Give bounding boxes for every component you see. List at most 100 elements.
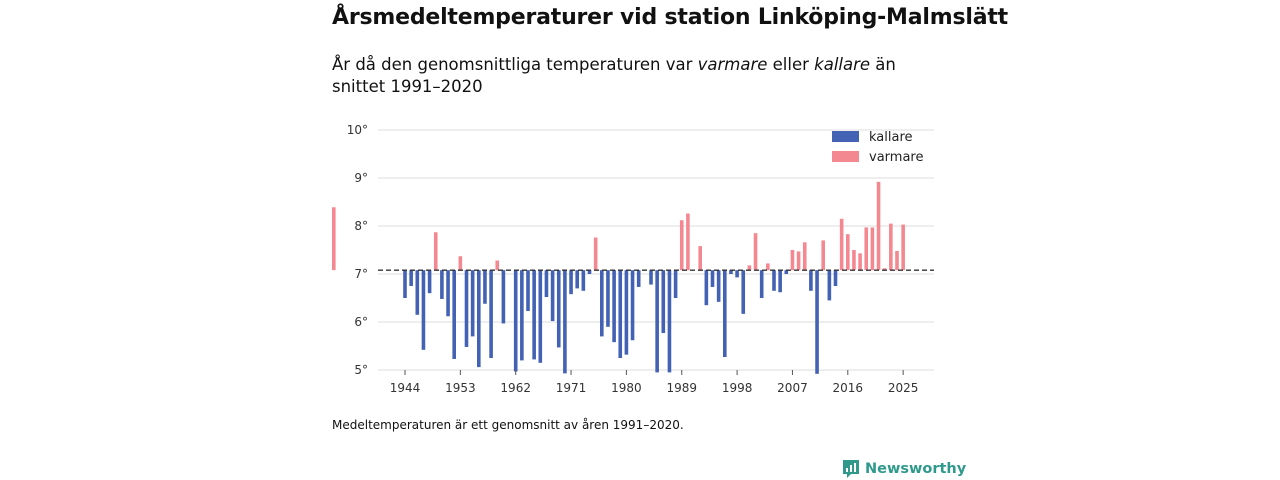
bar-2021: [876, 181, 881, 271]
bar-1948: [427, 270, 432, 294]
bar-1996: [723, 270, 727, 358]
bar-2006: [784, 270, 789, 274]
bar-2025: [901, 224, 905, 271]
bar-2015: [839, 218, 844, 271]
bar-1946: [415, 270, 420, 315]
bar-2011: [815, 270, 819, 374]
x-tick-label: 2016: [833, 381, 864, 395]
bar-2023: [889, 223, 893, 271]
bar-2007: [790, 250, 795, 271]
x-tick-label: 1944: [390, 381, 421, 395]
bar-1967: [544, 270, 549, 298]
bar-1974: [587, 270, 592, 274]
bar-2003: [766, 263, 770, 271]
bar-2001: [753, 233, 758, 271]
subtitle-warm-word: varmare: [697, 55, 768, 74]
bar-1947: [421, 270, 426, 350]
legend-label-varmare: varmare: [869, 150, 923, 165]
legend-swatch-kallare: [832, 131, 859, 142]
bar-1972: [575, 270, 579, 289]
footnote: Medeltemperaturen är ett genomsnitt av å…: [332, 418, 684, 432]
bar-2014: [833, 270, 838, 286]
x-tick-label: 1953: [445, 381, 476, 395]
subtitle-cold-word: kallare: [814, 55, 871, 74]
bar-1984: [649, 270, 653, 285]
bar-1954: [464, 270, 469, 347]
bar-2012: [821, 240, 825, 271]
y-axis-ticks: 5° 6° 7° 8° 9° 10°: [347, 123, 368, 377]
bar-1973: [581, 270, 586, 291]
bar-1976: [600, 270, 604, 337]
bar-1989: [679, 220, 684, 271]
bar-1945: [409, 270, 413, 286]
bar-1999: [741, 270, 746, 314]
x-tick-label: 2025: [888, 381, 919, 395]
bar-2016: [846, 234, 850, 271]
bar-1953: [458, 256, 463, 271]
x-tick-label: 1962: [500, 381, 531, 395]
x-tick-label: 1980: [611, 381, 642, 395]
bars: [332, 181, 905, 374]
bar-2004: [772, 270, 776, 291]
bar-1997: [729, 270, 733, 274]
y-tick-label: 10°: [347, 123, 368, 137]
bar-1987: [667, 270, 672, 373]
bar-2013: [827, 270, 832, 301]
subtitle-part2: eller: [767, 55, 815, 74]
bar-1966: [538, 270, 543, 363]
bar-1952: [452, 270, 456, 359]
bar-2019: [864, 227, 869, 271]
bar-2018: [858, 253, 862, 271]
legend-swatch-varmare: [832, 151, 859, 162]
x-tick-label: 1998: [722, 381, 753, 395]
bar-2000: [747, 265, 752, 271]
y-tick-label: 7°: [354, 267, 368, 281]
bar-1994: [710, 270, 715, 287]
bar-1971: [569, 270, 573, 295]
y-tick-label: 8°: [354, 219, 368, 233]
legend-label-kallare: kallare: [869, 130, 913, 145]
bar-1965: [532, 270, 536, 360]
bar-1960: [501, 270, 506, 324]
bar-1990: [686, 213, 690, 271]
y-tick-label: 9°: [354, 171, 368, 185]
bar-1979: [618, 270, 623, 358]
bar-1949: [433, 232, 438, 271]
bar-1986: [661, 270, 666, 334]
bar-2009: [802, 242, 807, 271]
bar-2022: [882, 268, 887, 271]
bar-1977: [606, 270, 610, 327]
x-tick-label: 1971: [556, 381, 587, 395]
bar-1968: [550, 270, 555, 322]
bar-chart: 5°6°7°8°9°10° 1944 1953 1962 1971 1980 1989 19…: [332, 123, 934, 395]
subtitle-part1: År då den genomsnittliga temperaturen va…: [332, 55, 698, 74]
newsworthy-logo[interactable]: Newsworthy: [842, 459, 966, 479]
chart-subtitle: År då den genomsnittliga temperaturen va…: [332, 54, 932, 98]
bar-2024: [895, 250, 899, 271]
bar-1969: [556, 270, 561, 348]
bar-1988: [673, 270, 678, 298]
bar-1985: [655, 270, 659, 373]
bar-2005: [778, 270, 782, 293]
bar-1978: [612, 270, 616, 343]
bar-1956: [477, 270, 481, 368]
x-tick-label: 2007: [777, 381, 808, 395]
bar-1950: [440, 270, 444, 299]
bar-1981: [630, 270, 635, 341]
bar-1964: [526, 270, 530, 311]
page-title: Årsmedeltemperaturer vid station Linköpi…: [332, 5, 1008, 30]
bar-undefined: [332, 207, 336, 271]
brand-name: Newsworthy: [865, 461, 967, 477]
x-tick-label: 1989: [666, 381, 697, 395]
bar-1998: [735, 270, 739, 278]
bar-1958: [489, 270, 493, 358]
y-tick-label: 5°: [354, 363, 368, 377]
newsworthy-icon: [843, 460, 859, 478]
bar-1992: [698, 246, 702, 271]
bar-1995: [716, 270, 721, 302]
bar-2017: [852, 250, 856, 271]
bar-1993: [704, 270, 709, 306]
bar-1980: [624, 270, 629, 355]
page-content: Årsmedeltemperaturer vid station Linköpi…: [332, 0, 1008, 480]
bar-1959: [495, 260, 500, 271]
